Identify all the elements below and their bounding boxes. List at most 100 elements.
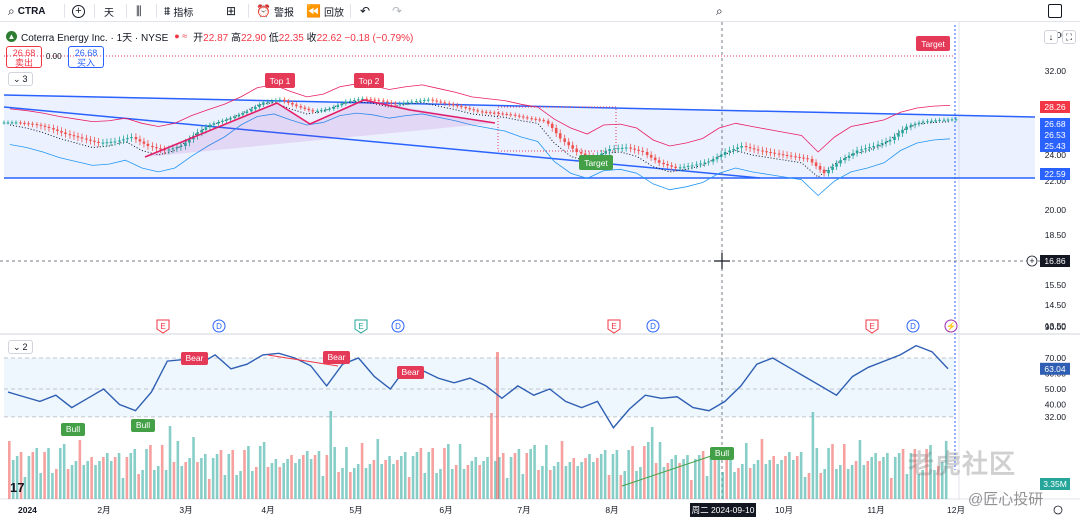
candle-body [740, 146, 743, 148]
volume-spike-bar [496, 352, 499, 499]
candle-body [316, 110, 319, 112]
plus-circle-icon: + [72, 4, 85, 18]
candle-body [827, 169, 830, 174]
alert-button[interactable]: ⏰ 警报 [256, 4, 294, 19]
volume-bar [815, 448, 819, 499]
candle-body [377, 100, 381, 102]
target-label-red-bg [916, 36, 950, 51]
upper-band-line [9, 83, 951, 153]
volume-bar [223, 475, 227, 499]
symbol-search[interactable]: ⌕ CTRA [8, 3, 46, 18]
volume-bar [635, 471, 638, 499]
volume-bar [368, 464, 372, 499]
buy-button[interactable]: 26.68 买入 [68, 46, 104, 68]
channel-upper-line [3, 94, 1036, 118]
pattern-zigzag [144, 99, 496, 158]
replay-button[interactable]: ⏪ 回放 [306, 4, 344, 19]
volume-bar [831, 444, 834, 499]
interval-button[interactable]: 天 [104, 7, 114, 19]
candle-body [695, 164, 698, 166]
indicators-button[interactable]: ⩩ 指标 [164, 3, 194, 19]
volume-bar [149, 445, 152, 499]
candle-body [608, 149, 611, 152]
volume-bar [513, 453, 517, 499]
plus-glyph: + [1029, 256, 1034, 266]
volume-bar [454, 465, 458, 499]
candle-body [97, 141, 100, 143]
candle-body [233, 116, 237, 119]
candle-body [307, 108, 311, 111]
volume-bar [466, 465, 470, 499]
volume-bar [643, 446, 646, 499]
price-tick-label: 15.50 [1045, 280, 1067, 290]
arrow-down-icon[interactable]: ↓ [1044, 30, 1058, 44]
volume-label-bg [1040, 478, 1070, 490]
chart-type-button[interactable]: ⫼ [136, 0, 142, 22]
sell-button[interactable]: 26.68 卖出 [6, 46, 42, 68]
candle-body [212, 123, 216, 125]
candle-body [373, 99, 377, 101]
fullscreen-icon[interactable] [1048, 4, 1062, 18]
volume-bar [82, 465, 86, 499]
candle-body [109, 141, 113, 143]
timeline-search[interactable]: ⌕ [716, 0, 723, 22]
layout-button[interactable]: ⊞ [226, 0, 236, 22]
candle-body [118, 140, 121, 142]
candle-body [488, 112, 492, 114]
volume-bar [474, 457, 478, 499]
candle-body [278, 99, 282, 101]
candle-body [184, 142, 187, 146]
ohlc-values: 开22.87 高22.90 低22.35 收22.62 −0.18 (−0.79… [193, 32, 414, 44]
add-symbol-button[interactable]: + [72, 0, 85, 22]
volume-bar [435, 473, 438, 499]
candle-body [719, 154, 723, 157]
bull-label-2-bg [131, 419, 155, 432]
candle-body [579, 152, 583, 154]
rsi-pane-collapse[interactable]: ⌄ 2 [8, 340, 33, 354]
candle-body [917, 122, 921, 124]
main-pane-collapse[interactable]: ⌄ 3 [8, 72, 33, 86]
candle-body [443, 102, 447, 104]
volume-bar [227, 454, 231, 499]
volume-bar [858, 440, 862, 499]
candle-body [85, 138, 88, 140]
candle-body [497, 113, 501, 115]
volume-bar [462, 469, 466, 499]
volume-bar [792, 460, 795, 499]
candle-body [600, 153, 603, 156]
volume-bar [580, 462, 583, 499]
candle-body [225, 119, 228, 121]
candle-body [769, 152, 772, 153]
volume-bar [211, 458, 215, 499]
candle-body [913, 123, 917, 125]
candle-body [258, 104, 261, 108]
candle-body [398, 103, 402, 105]
volume-bar [78, 440, 82, 499]
maximize-icon[interactable]: ⛶ [1062, 30, 1076, 44]
volume-bar [619, 475, 623, 499]
grid-icon: ⊞ [226, 4, 237, 18]
redo-button[interactable]: ↷ [392, 0, 402, 22]
rsi-tick-label: 90.00 [1045, 322, 1067, 332]
event-marker-label: D [910, 322, 916, 331]
volume-bar [596, 458, 599, 499]
symbol-name[interactable]: Coterra Energy Inc. · 1天 · NYSE [21, 32, 169, 44]
candle-body [142, 141, 146, 144]
candle-body [447, 103, 451, 105]
candle-body [707, 161, 710, 163]
volume-bar [611, 454, 615, 499]
candle-body [200, 129, 204, 133]
undo-button[interactable]: ↶ [360, 0, 370, 22]
volume-bar [505, 478, 509, 499]
candle-body [752, 148, 756, 150]
candle-body [744, 146, 748, 148]
time-tick-label: 3月 [179, 505, 192, 515]
candle-body [320, 110, 323, 112]
candle-body [604, 151, 607, 154]
volume-bar [650, 427, 654, 499]
volume-bar [631, 446, 634, 499]
volume-bar [940, 462, 944, 499]
spread-value: 0.00 [46, 52, 62, 61]
volume-bar [627, 450, 630, 499]
